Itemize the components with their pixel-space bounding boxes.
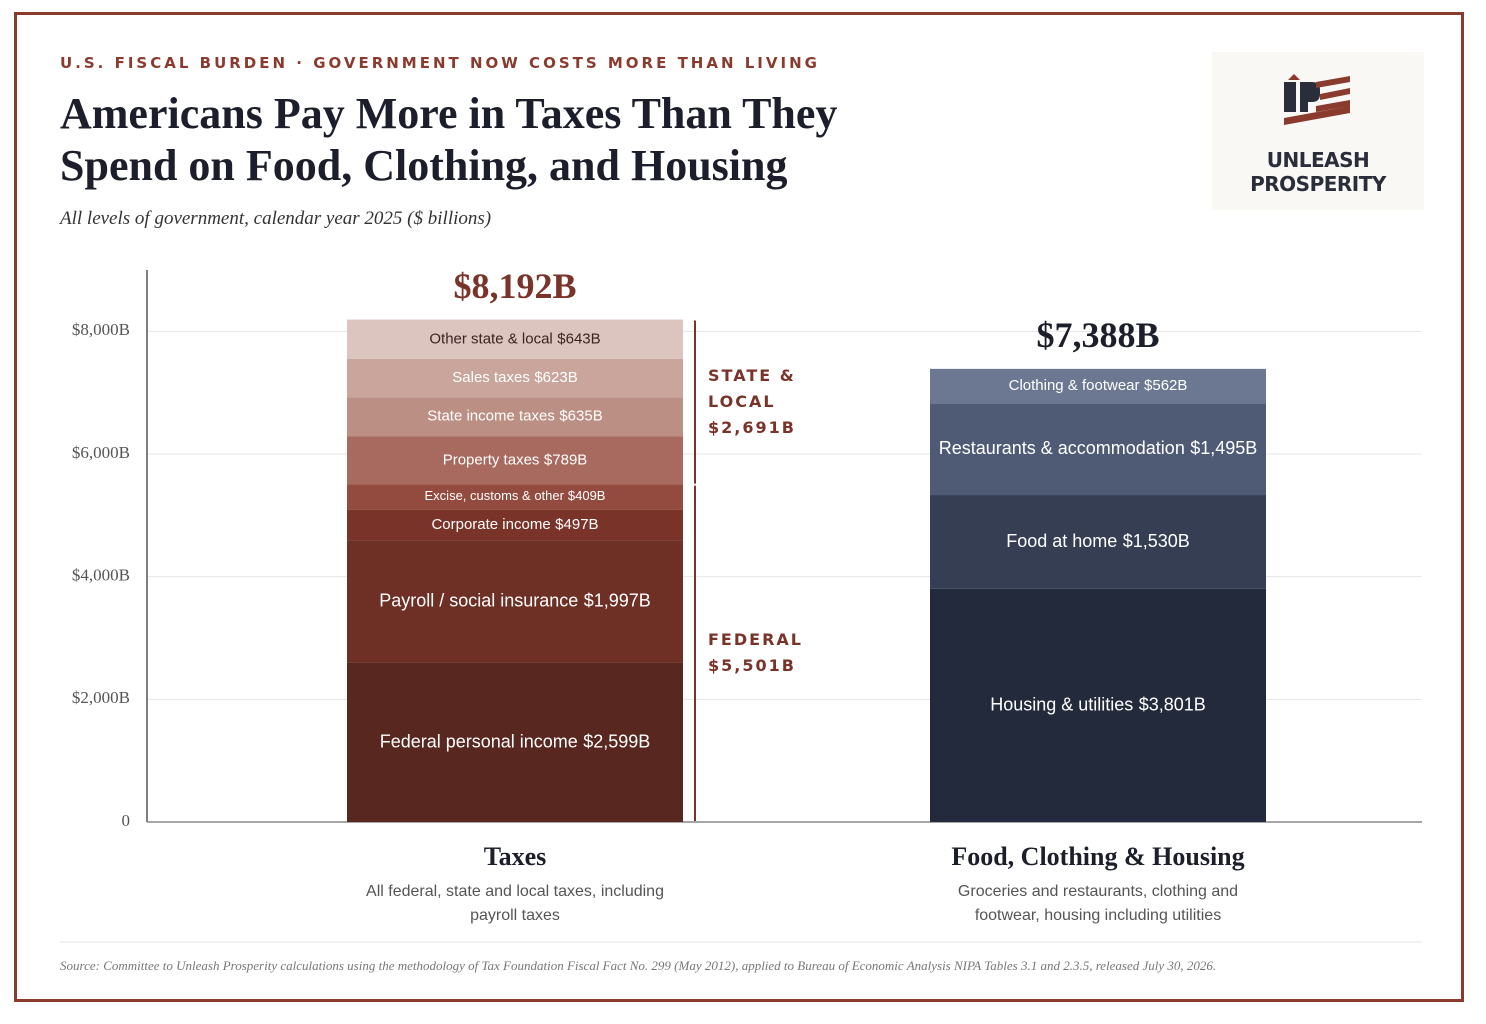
total-label: $8,192B — [453, 266, 576, 306]
bar-segment — [347, 397, 683, 437]
category: Food, Clothing & Housing Groceries and re… — [918, 842, 1278, 928]
bar-segment — [347, 484, 683, 510]
segment-value: $643B — [557, 330, 600, 347]
category-note: Groceries and restaurants, clothing and … — [957, 883, 1239, 924]
group-label-block: FEDERAL $5,501B — [708, 627, 818, 679]
segment-label: Other state & local $643B — [429, 330, 600, 347]
segment-name: Housing & utilities — [990, 694, 1133, 714]
segment-value: $789B — [544, 451, 587, 468]
total-label: $7,388B — [1036, 315, 1159, 355]
segment-value: $623B — [534, 369, 577, 386]
y-tick-label: $8,000B — [72, 320, 130, 339]
segment-label: Payroll / social insurance $1,997B — [379, 590, 651, 610]
segment-value: $635B — [559, 408, 602, 425]
bar-segment — [930, 403, 1266, 496]
segment-value: $3,801B — [1139, 694, 1206, 714]
segment-name: State income taxes — [427, 408, 555, 425]
segment-name: Federal personal income — [380, 731, 578, 751]
segment-value: $2,599B — [583, 731, 650, 751]
segment-value: $1,495B — [1190, 438, 1257, 458]
segment-value: $562B — [1144, 377, 1187, 394]
group-label: FEDERAL — [708, 630, 803, 650]
y-tick-label: $2,000B — [72, 688, 130, 707]
y-tick-label: $4,000B — [72, 566, 130, 585]
segment-name: Restaurants & accommodation — [939, 438, 1185, 458]
group-value: $2,691B — [708, 418, 796, 438]
group-label: STATE & LOCAL — [708, 366, 796, 412]
segment-label: Federal personal income $2,599B — [380, 731, 651, 751]
group-value: $5,501B — [708, 656, 796, 676]
segment-value: $497B — [555, 516, 598, 533]
segment-value: $409B — [568, 489, 606, 504]
segment-name: Food at home — [1006, 531, 1117, 551]
segment-value: $1,997B — [584, 590, 651, 610]
x-tick-label: Food, Clothing & Housing — [951, 842, 1245, 871]
logo: UNLEASH PROSPERITY — [1212, 52, 1424, 210]
segment-name: Excise, customs & other — [425, 489, 565, 504]
bar-segment — [347, 319, 683, 359]
group-label-block: STATE & LOCAL $2,691B — [708, 363, 818, 441]
bar-segment — [347, 662, 683, 822]
segment-value: $1,530B — [1123, 531, 1190, 551]
segment-label: Clothing & footwear $562B — [1009, 377, 1188, 394]
bar-segment — [930, 495, 1266, 589]
y-tick-label: $6,000B — [72, 443, 130, 462]
segment-name: Property taxes — [443, 451, 540, 468]
subtitle: All levels of government, calendar year … — [60, 208, 492, 229]
segment-label: Corporate income $497B — [431, 516, 598, 533]
source: Source: Committee to Unleash Prosperity … — [60, 958, 1217, 973]
segment-name: Corporate income — [431, 516, 550, 533]
segment-label: Housing & utilities $3,801B — [990, 694, 1206, 714]
category-note: All federal, state and local taxes, incl… — [366, 883, 664, 924]
category: Taxes All federal, state and local taxes,… — [335, 842, 695, 928]
chart-title: Americans Pay More in Taxes Than They Sp… — [60, 89, 838, 190]
logo-text: UNLEASH PROSPERITY — [1250, 148, 1386, 196]
segment-name: Payroll / social insurance — [379, 590, 578, 610]
segment-name: Clothing & footwear — [1009, 377, 1140, 394]
frame — [14, 12, 1464, 1002]
segment-label: State income taxes $635B — [427, 408, 602, 425]
bar-segment — [930, 368, 1266, 404]
bar-segment — [930, 588, 1266, 822]
bar-segment — [347, 358, 683, 398]
bar-segment — [347, 436, 683, 485]
bar-segment — [347, 540, 683, 663]
segment-label: Food at home $1,530B — [1006, 531, 1190, 551]
segment-label: Restaurants & accommodation $1,495B — [939, 438, 1258, 458]
x-tick-label: Taxes — [483, 842, 547, 871]
segment-label: Property taxes $789B — [443, 451, 588, 468]
segment-name: Sales taxes — [452, 369, 530, 386]
y-tick-label: 0 — [122, 811, 131, 830]
logo-mark — [1284, 74, 1350, 125]
segment-label: Excise, customs & other $409B — [425, 489, 606, 504]
kicker: U.S. FISCAL BURDEN · GOVERNMENT NOW COST… — [60, 54, 820, 72]
segment-name: Other state & local — [429, 330, 552, 347]
bar-segment — [347, 509, 683, 541]
segment-label: Sales taxes $623B — [452, 369, 577, 386]
